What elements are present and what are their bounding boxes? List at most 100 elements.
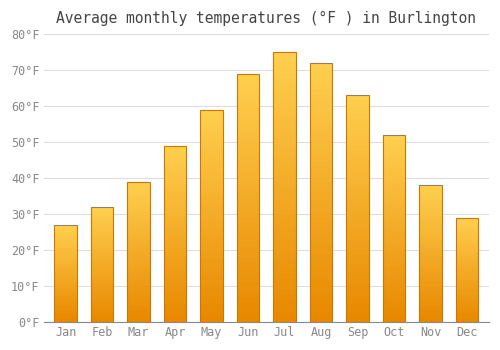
Bar: [237, 79, 260, 84]
Bar: [200, 258, 223, 262]
Bar: [419, 226, 442, 229]
Bar: [91, 280, 114, 282]
Bar: [200, 207, 223, 211]
Bar: [91, 294, 114, 296]
Bar: [164, 181, 186, 184]
Bar: [237, 218, 260, 223]
Bar: [456, 309, 478, 311]
Bar: [419, 196, 442, 199]
Bar: [419, 292, 442, 294]
Bar: [237, 257, 260, 262]
Bar: [128, 260, 150, 263]
Bar: [54, 246, 77, 248]
Bar: [237, 228, 260, 232]
Bar: [200, 241, 223, 245]
Bar: [419, 308, 442, 311]
Bar: [200, 305, 223, 309]
Bar: [200, 229, 223, 233]
Bar: [346, 263, 369, 267]
Bar: [128, 310, 150, 313]
Bar: [128, 187, 150, 190]
Bar: [382, 266, 406, 270]
Bar: [54, 275, 77, 277]
Bar: [54, 240, 77, 242]
Bar: [274, 85, 296, 90]
Bar: [54, 252, 77, 254]
Bar: [274, 300, 296, 306]
Bar: [346, 213, 369, 218]
Bar: [91, 244, 114, 246]
Bar: [456, 243, 478, 245]
Bar: [310, 125, 332, 130]
Bar: [310, 115, 332, 120]
Bar: [346, 245, 369, 249]
Bar: [310, 229, 332, 234]
Bar: [382, 161, 406, 165]
Bar: [200, 135, 223, 139]
Bar: [419, 297, 442, 300]
Bar: [128, 218, 150, 221]
Bar: [456, 224, 478, 226]
Bar: [274, 160, 296, 166]
Bar: [164, 290, 186, 294]
Bar: [274, 268, 296, 273]
Bar: [274, 203, 296, 209]
Bar: [456, 297, 478, 299]
Bar: [91, 285, 114, 287]
Bar: [274, 90, 296, 95]
Bar: [128, 232, 150, 235]
Bar: [274, 139, 296, 144]
Bar: [274, 219, 296, 225]
Bar: [200, 250, 223, 254]
Bar: [237, 193, 260, 198]
Bar: [200, 296, 223, 301]
Bar: [274, 128, 296, 133]
Bar: [419, 207, 442, 210]
Bar: [382, 277, 406, 281]
Bar: [274, 316, 296, 322]
Bar: [54, 256, 77, 258]
Bar: [419, 212, 442, 215]
Bar: [237, 138, 260, 143]
Bar: [237, 168, 260, 173]
Bar: [274, 52, 296, 58]
Bar: [200, 127, 223, 131]
Bar: [310, 197, 332, 203]
Bar: [274, 225, 296, 230]
Bar: [382, 295, 406, 299]
Bar: [91, 289, 114, 292]
Bar: [200, 139, 223, 144]
Bar: [91, 301, 114, 303]
Bar: [419, 223, 442, 226]
Bar: [456, 222, 478, 224]
Bar: [91, 253, 114, 255]
Bar: [346, 199, 369, 204]
Bar: [164, 248, 186, 251]
Bar: [200, 301, 223, 305]
Bar: [456, 253, 478, 255]
Bar: [54, 293, 77, 295]
Bar: [237, 302, 260, 307]
Bar: [382, 157, 406, 161]
Bar: [91, 257, 114, 260]
Bar: [164, 244, 186, 248]
Bar: [310, 63, 332, 322]
Bar: [237, 307, 260, 312]
Bar: [346, 258, 369, 263]
Bar: [237, 317, 260, 322]
Bar: [382, 228, 406, 232]
Bar: [128, 299, 150, 302]
Bar: [54, 277, 77, 279]
Bar: [456, 259, 478, 261]
Bar: [200, 275, 223, 279]
Bar: [456, 276, 478, 278]
Bar: [91, 232, 114, 234]
Bar: [54, 310, 77, 312]
Bar: [310, 193, 332, 197]
Bar: [200, 110, 223, 322]
Bar: [274, 187, 296, 192]
Bar: [54, 299, 77, 300]
Bar: [419, 284, 442, 286]
Bar: [419, 311, 442, 314]
Bar: [54, 267, 77, 270]
